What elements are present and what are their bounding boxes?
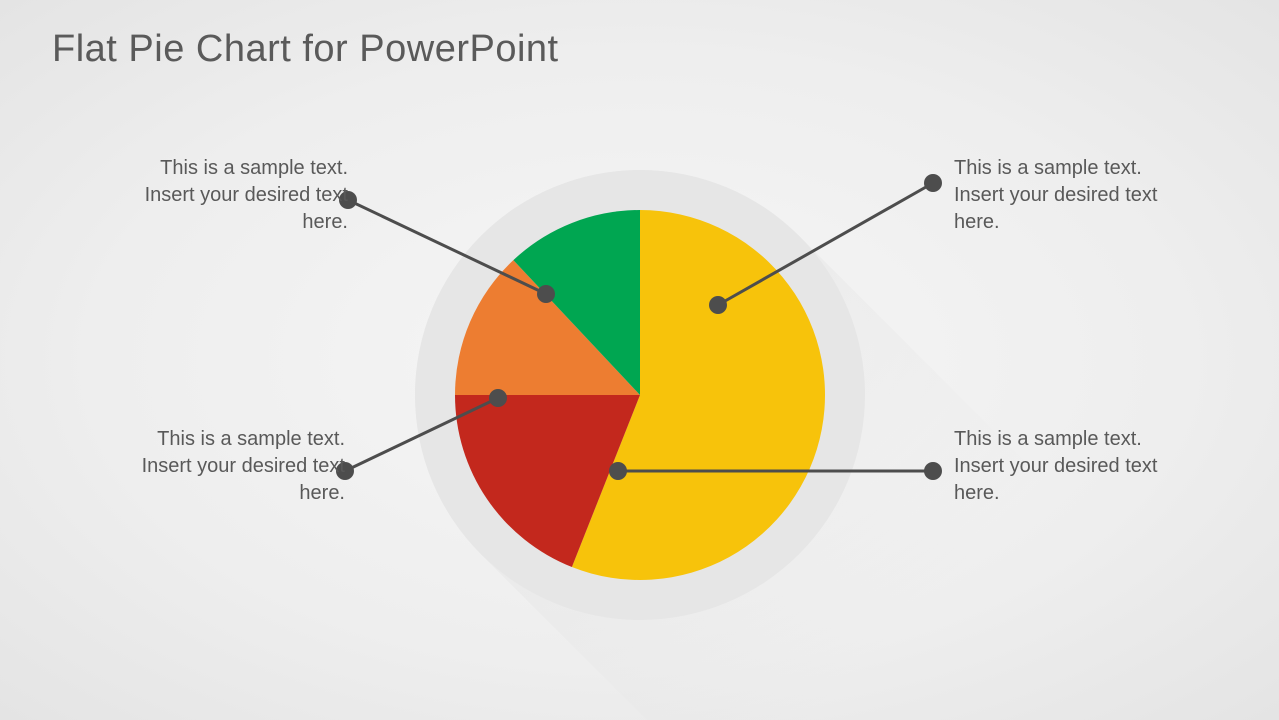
callout-bottom-left: This is a sample text. Insert your desir…	[85, 426, 345, 507]
callout-text: here.	[299, 482, 345, 504]
callout-top-left: This is a sample text. Insert your desir…	[88, 155, 348, 236]
pointer-dot	[709, 296, 727, 314]
pie-chart-svg	[0, 0, 1279, 720]
callout-text: here.	[302, 211, 348, 233]
callout-text: Insert your desired text	[142, 455, 345, 477]
pointer-dot	[537, 285, 555, 303]
callout-text: here.	[954, 211, 1000, 233]
callout-text: Insert your desired text	[145, 184, 348, 206]
callout-text: This is a sample text.	[954, 428, 1142, 450]
callout-text: This is a sample text.	[954, 157, 1142, 179]
slide: Flat Pie Chart for PowerPoint This is a …	[0, 0, 1279, 720]
callout-text: This is a sample text.	[160, 157, 348, 179]
pointer-dot	[924, 174, 942, 192]
callout-text: here.	[954, 482, 1000, 504]
callout-bottom-right: This is a sample text. Insert your desir…	[954, 426, 1214, 507]
pointer-dot	[924, 462, 942, 480]
callout-text: This is a sample text.	[157, 428, 345, 450]
callout-text: Insert your desired text	[954, 184, 1157, 206]
pointer-dot	[489, 389, 507, 407]
callout-top-right: This is a sample text. Insert your desir…	[954, 155, 1214, 236]
pointer-dot	[609, 462, 627, 480]
callout-text: Insert your desired text	[954, 455, 1157, 477]
